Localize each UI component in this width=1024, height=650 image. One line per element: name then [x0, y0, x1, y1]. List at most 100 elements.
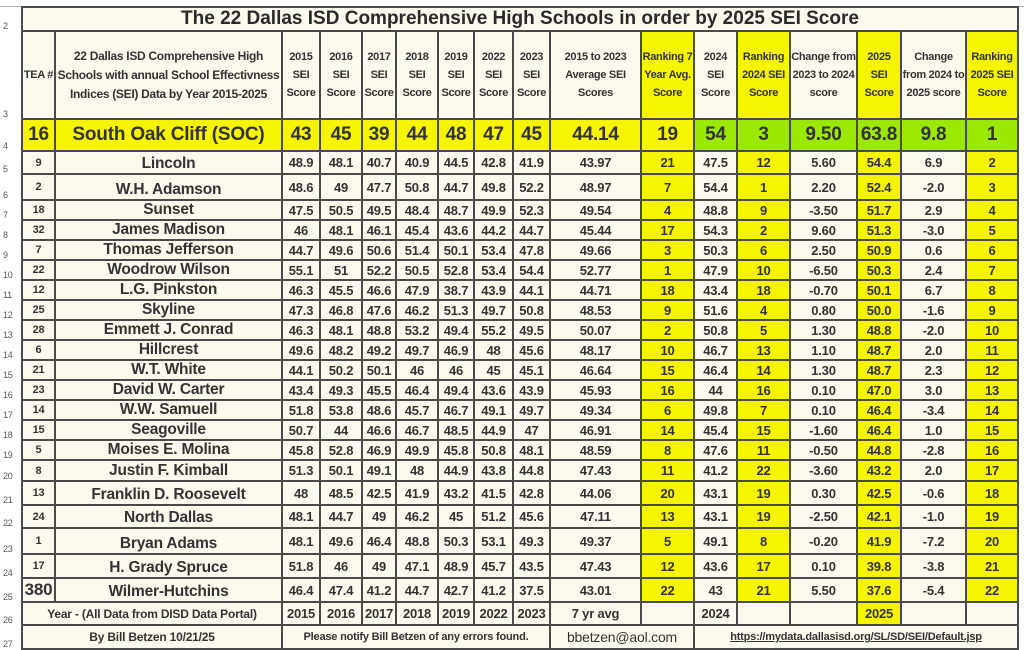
- cell-chg2324[interactable]: -1.60: [789, 419, 858, 441]
- cell-chg2324[interactable]: 0.10: [789, 553, 858, 579]
- featured-score[interactable]: 43: [281, 118, 321, 152]
- sei-score[interactable]: 49.7: [395, 339, 439, 361]
- cell-chg2324[interactable]: 0.10: [789, 379, 858, 401]
- sei-score[interactable]: 46.3: [281, 319, 321, 341]
- sei-score[interactable]: 41.2: [473, 577, 514, 603]
- cell-sei2025[interactable]: 42.5: [856, 480, 902, 506]
- cell-avg[interactable]: 48.97: [549, 173, 642, 201]
- sei-score[interactable]: 42.8: [512, 480, 551, 506]
- tea-number[interactable]: 18: [21, 199, 56, 221]
- error-notice[interactable]: Please notify Bill Betzen of any errors …: [281, 624, 551, 650]
- cell-rank7[interactable]: 4: [640, 199, 695, 221]
- sei-score[interactable]: 42.5: [361, 480, 397, 506]
- cell-rank2025[interactable]: 2: [965, 150, 1019, 175]
- school-name[interactable]: James Madison: [54, 219, 283, 241]
- tea-number[interactable]: 1: [21, 527, 56, 555]
- cell-rank7[interactable]: 22: [640, 577, 695, 603]
- row-number[interactable]: 6: [0, 174, 23, 200]
- cell-avg[interactable]: 50.07: [549, 319, 642, 341]
- school-name[interactable]: Lincoln: [54, 150, 283, 175]
- sei-score[interactable]: 41.5: [473, 480, 514, 506]
- row-number[interactable]: 2: [0, 7, 23, 31]
- cell-rank2025[interactable]: 15: [965, 419, 1019, 441]
- sei-score[interactable]: 46.9: [437, 339, 475, 361]
- cell-avg[interactable]: 46.64: [549, 359, 642, 381]
- sei-score[interactable]: 46.4: [281, 577, 321, 603]
- year-label[interactable]: 2019: [437, 601, 475, 626]
- header-chg2324[interactable]: Change from 2023 to 2024 score: [789, 30, 858, 120]
- sei-score[interactable]: 40.9: [395, 150, 439, 175]
- sei-score[interactable]: 47.4: [319, 577, 363, 603]
- sei-score[interactable]: 46.4: [395, 379, 439, 401]
- sei-score[interactable]: 48.9: [281, 150, 321, 175]
- school-name[interactable]: Thomas Jefferson: [54, 239, 283, 261]
- row-number[interactable]: 4: [0, 119, 23, 151]
- cell-rank2024[interactable]: 19: [736, 504, 791, 529]
- row-number[interactable]: 26: [0, 602, 23, 625]
- sei-score[interactable]: 44.7: [281, 239, 321, 261]
- cell-avg[interactable]: 48.59: [549, 439, 642, 461]
- row-number[interactable]: 14: [0, 340, 23, 360]
- school-name[interactable]: Wilmer-Hutchins: [54, 577, 283, 603]
- cell-avg[interactable]: 47.43: [549, 553, 642, 579]
- row-number[interactable]: 27: [0, 625, 23, 649]
- featured-sei2025[interactable]: 63.8: [856, 118, 902, 152]
- cell-rank7[interactable]: 13: [640, 504, 695, 529]
- cell-rank7[interactable]: 11: [640, 459, 695, 482]
- sei-score[interactable]: 49.7: [473, 299, 514, 321]
- cell-sei2025[interactable]: 42.1: [856, 504, 902, 529]
- cell-chg2425[interactable]: 2.3: [900, 359, 967, 381]
- row-number[interactable]: 18: [0, 420, 23, 440]
- sei-score[interactable]: 49.1: [473, 399, 514, 421]
- tea-number[interactable]: 21: [21, 359, 56, 381]
- cell-rank2024[interactable]: 5: [736, 319, 791, 341]
- sei-score[interactable]: 45.7: [395, 399, 439, 421]
- row-number[interactable]: 25: [0, 578, 23, 602]
- cell-chg2425[interactable]: -3.8: [900, 553, 967, 579]
- empty-cell[interactable]: [900, 601, 967, 626]
- sei-score[interactable]: 47.9: [395, 279, 439, 301]
- cell-chg2425[interactable]: 6.7: [900, 279, 967, 301]
- school-name[interactable]: Moises E. Molina: [54, 439, 283, 461]
- cell-sei2025[interactable]: 52.4: [856, 173, 902, 201]
- sei-score[interactable]: 44.5: [437, 150, 475, 175]
- cell-avg[interactable]: 48.17: [549, 339, 642, 361]
- cell-avg[interactable]: 45.93: [549, 379, 642, 401]
- row-number[interactable]: 5: [0, 151, 23, 174]
- cell-avg[interactable]: 44.71: [549, 279, 642, 301]
- school-name[interactable]: Emmett J. Conrad: [54, 319, 283, 341]
- cell-rank7[interactable]: 6: [640, 399, 695, 421]
- cell-sei2024[interactable]: 49.1: [693, 527, 738, 555]
- sei-score[interactable]: 44.7: [319, 504, 363, 529]
- cell-chg2324[interactable]: -2.50: [789, 504, 858, 529]
- cell-avg[interactable]: 43.97: [549, 150, 642, 175]
- sei-score[interactable]: 46: [281, 219, 321, 241]
- cell-avg[interactable]: 43.01: [549, 577, 642, 603]
- row-number[interactable]: 10: [0, 260, 23, 280]
- year-2025-label[interactable]: 2025: [856, 601, 902, 626]
- header-sei2025[interactable]: 2025 SEI Score: [856, 30, 902, 120]
- sei-score[interactable]: 55.1: [281, 259, 321, 281]
- sei-score[interactable]: 46.6: [361, 419, 397, 441]
- cell-rank7[interactable]: 8: [640, 439, 695, 461]
- sei-score[interactable]: 49: [361, 553, 397, 579]
- cell-sei2025[interactable]: 50.0: [856, 299, 902, 321]
- cell-rank2024[interactable]: 1: [736, 173, 791, 201]
- sei-score[interactable]: 51.8: [281, 553, 321, 579]
- sei-score[interactable]: 48.5: [437, 419, 475, 441]
- sei-score[interactable]: 53.4: [473, 239, 514, 261]
- sei-score[interactable]: 50.2: [319, 359, 363, 381]
- header-y2018[interactable]: 2018 SEI Score: [395, 30, 439, 120]
- sei-score[interactable]: 44.7: [395, 577, 439, 603]
- sei-score[interactable]: 45.4: [395, 219, 439, 241]
- row-number[interactable]: 21: [0, 481, 23, 505]
- cell-rank2024[interactable]: 12: [736, 150, 791, 175]
- sei-score[interactable]: 48.8: [361, 319, 397, 341]
- tea-number[interactable]: 12: [21, 279, 56, 301]
- sei-score[interactable]: 50.8: [512, 299, 551, 321]
- cell-rank2025[interactable]: 9: [965, 299, 1019, 321]
- sei-score[interactable]: 52.8: [319, 439, 363, 461]
- cell-rank2025[interactable]: 11: [965, 339, 1019, 361]
- school-name[interactable]: H. Grady Spruce: [54, 553, 283, 579]
- sei-score[interactable]: 51.2: [473, 504, 514, 529]
